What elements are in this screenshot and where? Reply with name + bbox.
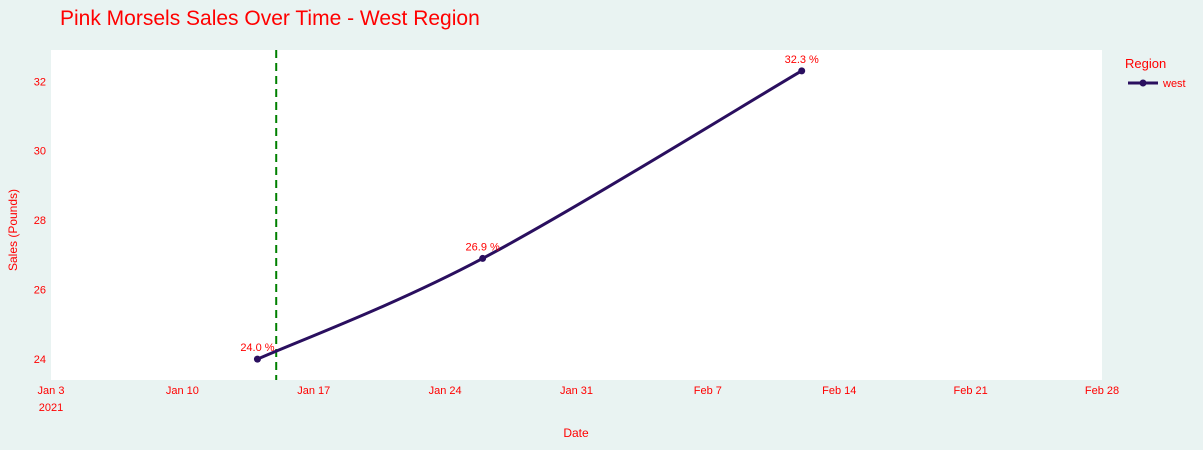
x-tick-label: Jan 10 xyxy=(166,385,199,397)
series-line-west xyxy=(256,69,803,361)
data-point[interactable] xyxy=(479,254,487,262)
series-group: 24.0 % 26.9 % 32.3 % xyxy=(240,54,819,363)
x-axis-title: Date xyxy=(563,426,589,440)
y-axis-ticks: 24 26 28 30 32 xyxy=(34,76,46,366)
y-axis-title: Sales (Pounds) xyxy=(6,189,20,271)
y-tick-label: 28 xyxy=(34,215,46,227)
data-label: 26.9 % xyxy=(466,241,500,253)
legend-title: Region xyxy=(1125,56,1166,71)
x-tick-label: Jan 31 xyxy=(560,385,593,397)
x-tick-label: Feb 7 xyxy=(694,385,722,397)
x-tick-label: Feb 21 xyxy=(954,385,988,397)
data-label: 24.0 % xyxy=(240,342,274,354)
data-point[interactable] xyxy=(253,355,261,363)
x-tick-sublabel: 2021 xyxy=(39,402,63,414)
legend-item-label[interactable]: west xyxy=(1162,78,1186,90)
y-tick-label: 32 xyxy=(34,76,46,88)
data-label: 32.3 % xyxy=(785,54,819,66)
x-tick-label: Feb 28 xyxy=(1085,385,1119,397)
chart-title: Pink Morsels Sales Over Time - West Regi… xyxy=(60,7,480,30)
x-tick-label: Jan 24 xyxy=(429,385,462,397)
plot-area xyxy=(51,50,1102,380)
x-tick-label: Jan 17 xyxy=(297,385,330,397)
data-point[interactable] xyxy=(798,67,806,75)
legend-marker xyxy=(1139,79,1147,87)
legend[interactable]: Region west xyxy=(1125,56,1186,90)
x-tick-label: Jan 3 xyxy=(38,385,65,397)
x-axis-ticks: Jan 3 2021 Jan 10 Jan 17 Jan 24 Jan 31 Feb 7 Fe… xyxy=(38,385,1120,414)
y-tick-label: 26 xyxy=(34,285,46,297)
x-tick-label: Feb 14 xyxy=(822,385,856,397)
y-tick-label: 30 xyxy=(34,146,46,158)
y-tick-label: 24 xyxy=(34,354,46,366)
